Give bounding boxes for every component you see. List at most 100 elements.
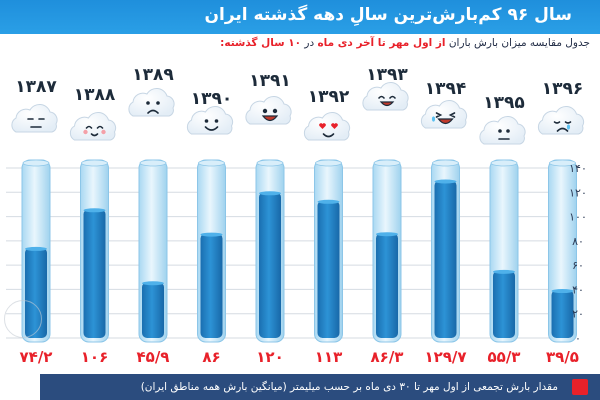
tube-7 — [372, 159, 402, 343]
face-eye — [146, 101, 150, 105]
bar — [259, 192, 281, 338]
value-label: ۱۱۳ — [315, 348, 342, 366]
face-feature — [322, 133, 335, 138]
year-label: ۱۳۸۷ — [15, 77, 57, 97]
year-label: ۱۳۹۳ — [366, 65, 408, 85]
subtitle-highlight-period: از اول مهر تا آخر دی ماه — [317, 37, 446, 49]
cloud-shape — [186, 106, 234, 135]
tube-rim — [139, 159, 167, 167]
legend-swatch — [572, 379, 588, 395]
tube-10 — [548, 159, 577, 343]
value-label: ۸۶ — [202, 348, 220, 366]
bar — [434, 180, 457, 338]
tube-4 — [197, 159, 226, 343]
watermark-stamp — [4, 300, 42, 338]
cloud-shape — [303, 112, 351, 141]
bar-surface — [493, 269, 515, 274]
tube-rim — [81, 159, 108, 167]
tube-rim — [549, 159, 576, 167]
tube-2 — [80, 159, 109, 343]
cloud-face-cry-icon — [537, 106, 585, 135]
cloud-face-neutral-icon — [11, 104, 58, 133]
face-mouth — [379, 101, 395, 107]
chart-title: سال ۹۶ کم‌بارش‌ترین سالِ دهه گذشته ایران — [204, 5, 572, 25]
bar — [200, 233, 223, 338]
year-label: ۱۳۹۰ — [191, 89, 233, 109]
face-feature — [556, 127, 569, 132]
face-eye — [204, 119, 209, 123]
bar-surface — [317, 199, 340, 204]
header-band: سال ۹۶ کم‌بارش‌ترین سالِ دهه گذشته ایران — [0, 0, 600, 34]
subtitle-part-1: جدول مقایسه میزان بارش باران — [448, 37, 590, 49]
cloud-face-love-icon — [303, 112, 351, 141]
face-feature — [147, 109, 159, 114]
cloud-face-flat-icon — [479, 116, 526, 145]
face-feature — [435, 112, 456, 118]
value-label: ۸۶/۳ — [371, 348, 404, 366]
face-blush — [101, 129, 106, 135]
bar — [376, 233, 398, 338]
face-eye — [506, 129, 510, 133]
tube-3 — [138, 159, 168, 343]
cloud-shape — [537, 106, 585, 135]
value-label: ۳۹/۵ — [546, 348, 579, 366]
chart-subtitle: جدول مقایسه میزان بارش باران از اول مهر … — [170, 34, 590, 52]
year-label: ۱۳۹۶ — [542, 79, 584, 99]
cloud-face-happy-icon — [362, 82, 409, 111]
face-feature — [553, 121, 572, 124]
bar-surface — [25, 246, 47, 251]
y-tick-label: ۶۰ — [572, 259, 584, 272]
cloud-face-sad-icon — [128, 88, 175, 117]
bar — [83, 209, 106, 338]
face-blush — [83, 129, 88, 135]
bar-surface — [434, 179, 457, 184]
subtitle-highlight-years: ۱۰ سال گذشته: — [220, 37, 302, 49]
cloud-shape — [362, 82, 409, 111]
year-labels: ۱۳۸۷ ۱۳۸۸ ۱۳۸۹ ۱۳۹۰ ۱۳۹۱ ۱۳۹۲ ۱۳۹۳ ۱۳۹۴ ۱۳۹۵ ۱۳۹۶ — [15, 65, 583, 113]
bar — [493, 270, 515, 338]
y-tick-label: ۰ — [575, 332, 581, 345]
face-heart-eye — [319, 123, 326, 129]
cloud-face-blush-icon — [69, 112, 117, 141]
tube-rim — [373, 159, 401, 167]
tube-rim — [315, 159, 342, 167]
y-tick-label: ۱۴۰ — [569, 162, 587, 175]
tube-rim — [198, 159, 225, 167]
value-label: ۴۵/۹ — [137, 348, 170, 366]
cloud-layer — [11, 82, 585, 145]
tube-rim — [490, 159, 518, 167]
face-feature — [378, 95, 396, 99]
cloud-shape — [245, 96, 292, 125]
tube-8 — [431, 159, 460, 343]
face-feature — [204, 126, 219, 131]
year-label: ۱۳۹۲ — [308, 87, 350, 107]
tube-9 — [489, 159, 519, 343]
year-label: ۱۳۸۹ — [132, 65, 174, 85]
tube-6 — [314, 159, 343, 343]
face-eye — [272, 108, 278, 114]
face-tear — [431, 116, 436, 122]
tube-rim — [256, 159, 284, 167]
face-eye — [214, 119, 219, 123]
y-tick-label: ۲۰ — [572, 308, 584, 321]
y-tick-label: ۸۰ — [572, 235, 584, 248]
bar-surface — [376, 232, 398, 237]
cloud-face-smile-icon — [186, 106, 234, 135]
year-label: ۱۳۸۸ — [74, 85, 116, 105]
bar-surface — [83, 208, 106, 213]
face-mouth — [261, 115, 279, 122]
legend-text: مقدار بارش تجمعی از اول مهر تا ۳۰ دی ماه… — [140, 381, 558, 393]
face-eye — [156, 101, 160, 105]
tube-rim — [432, 159, 459, 167]
tube-5 — [255, 159, 285, 343]
value-label: ۱۲۰ — [256, 348, 283, 366]
face-tear — [566, 124, 571, 130]
value-label: ۱۰۶ — [81, 348, 108, 366]
year-label: ۱۳۹۵ — [483, 93, 525, 113]
cloud-shape — [128, 88, 175, 117]
value-labels: ۷۴/۲ ۱۰۶ ۴۵/۹ ۸۶ ۱۲۰ ۱۱۳ ۸۶/۳ ۱۲۹/۷ ۵۵/۳ ۳۹/۵ — [20, 348, 579, 366]
y-axis: ۰ ۲۰ ۴۰ ۶۰ ۸۰ ۱۰۰ ۱۲۰ ۱۴۰ — [569, 162, 587, 345]
legend-bar: مقدار بارش تجمعی از اول مهر تا ۳۰ دی ماه… — [40, 374, 600, 400]
face-heart-eye — [331, 123, 338, 129]
bar — [317, 200, 340, 338]
